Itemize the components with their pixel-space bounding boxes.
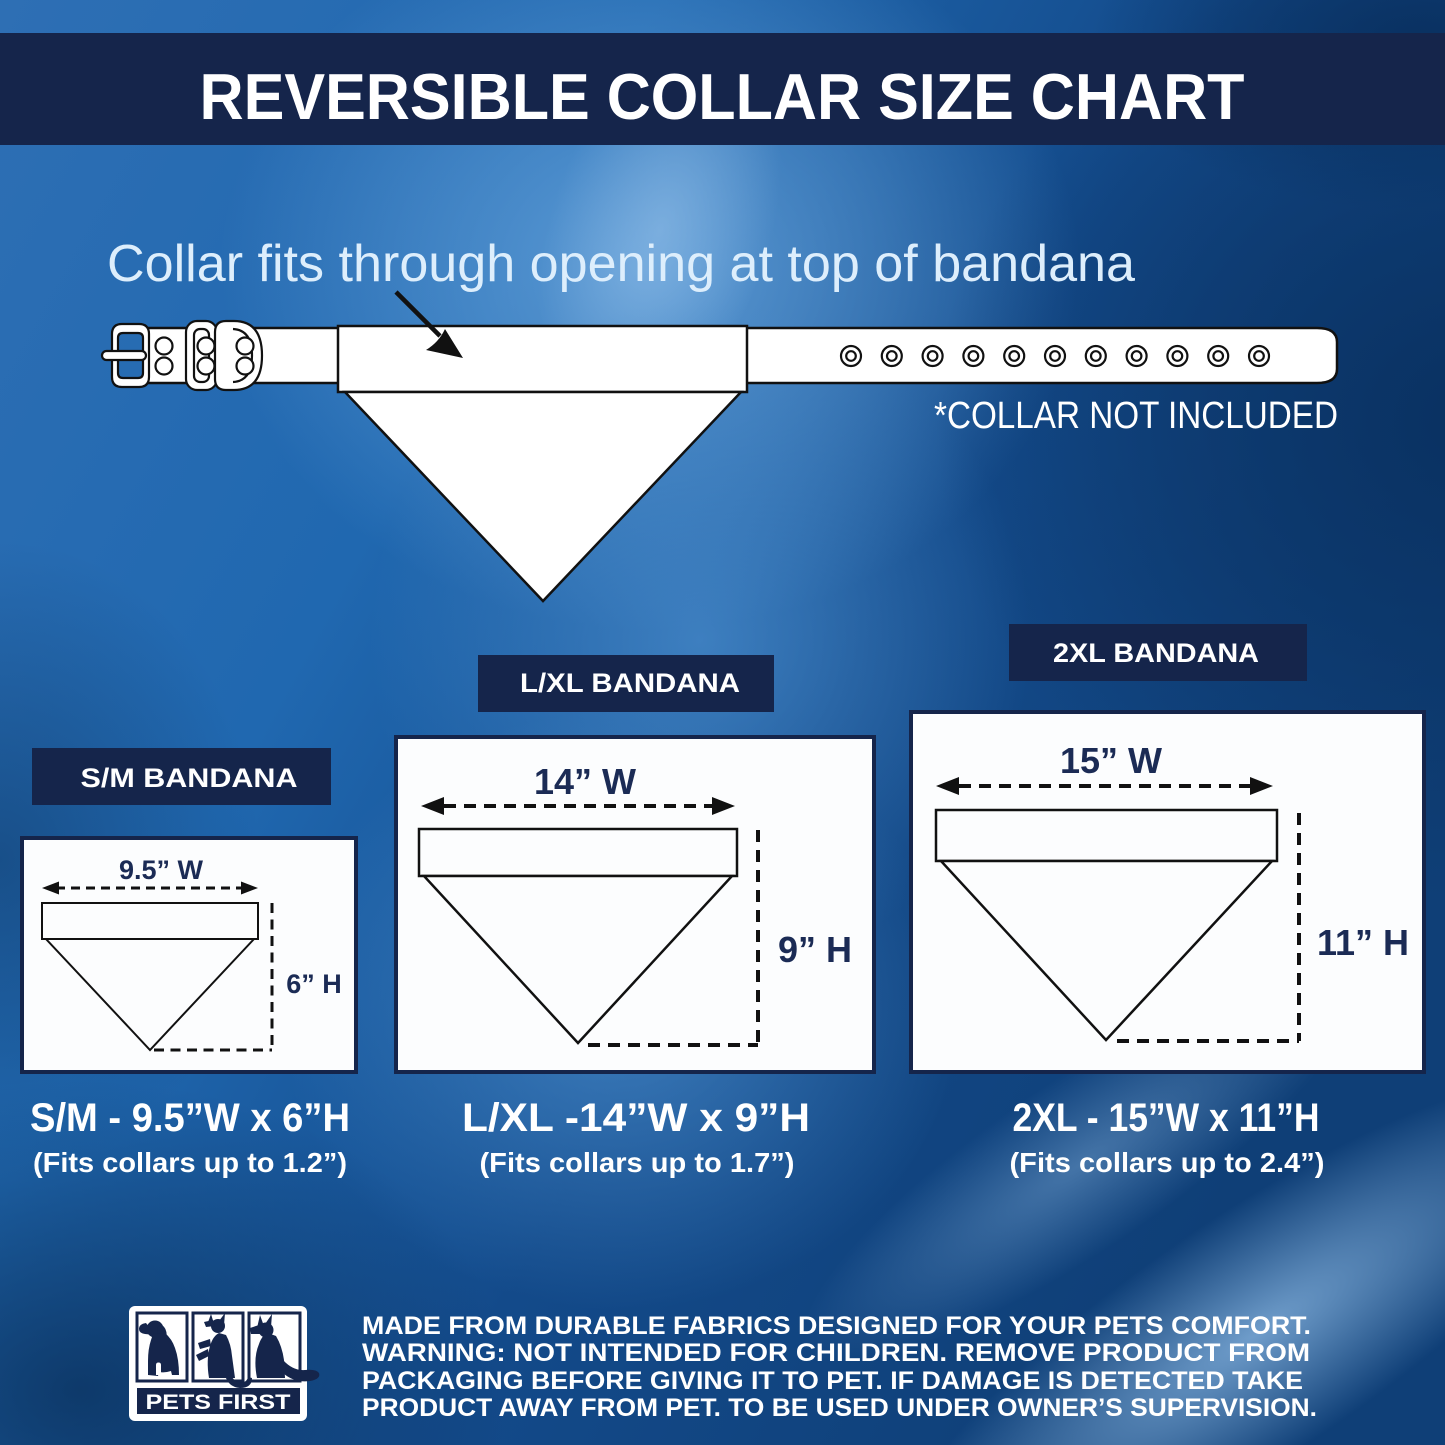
svg-text:REVERSIBLE COLLAR SIZE CHART: REVERSIBLE COLLAR SIZE CHART — [200, 60, 1245, 133]
svg-text:S/M - 9.5”W x 6”H: S/M - 9.5”W x 6”H — [30, 1096, 350, 1140]
svg-text:(Fits collars up to 2.4”): (Fits collars up to 2.4”) — [1010, 1147, 1325, 1178]
svg-text:MADE FROM DURABLE FABRICS DESI: MADE FROM DURABLE FABRICS DESIGNED FOR Y… — [362, 1312, 1311, 1340]
svg-text:14” W: 14” W — [534, 761, 636, 802]
svg-text:6” H: 6” H — [286, 969, 342, 999]
svg-text:11” H: 11” H — [1317, 922, 1409, 963]
svg-text:L/XL BANDANA: L/XL BANDANA — [520, 668, 740, 698]
svg-text:PRODUCT AWAY FROM PET. TO BE U: PRODUCT AWAY FROM PET. TO BE USED UNDER … — [362, 1394, 1317, 1422]
svg-text:WARNING: NOT INTENDED FOR: WARNING: NOT INTENDED FOR CHILDREN. REMO… — [362, 1339, 1310, 1367]
svg-text:S/M BANDANA: S/M BANDANA — [81, 763, 298, 793]
svg-text:(Fits collars up to 1.2”): (Fits collars up to 1.2”) — [33, 1147, 347, 1178]
svg-text:9” H: 9” H — [778, 929, 852, 970]
svg-text:9.5” W: 9.5” W — [119, 855, 204, 885]
svg-text:PACKAGING BEFORE GIVING IT TO: PACKAGING BEFORE GIVING IT TO PET. IF DA… — [362, 1367, 1303, 1395]
svg-text:2XL - 15”W x 11”H: 2XL - 15”W x 11”H — [1013, 1096, 1320, 1140]
svg-text:Collar fits through opening at: Collar fits through opening at top of ba… — [107, 235, 1135, 293]
svg-text:L/XL -14”W x 9”H: L/XL -14”W x 9”H — [462, 1096, 810, 1140]
svg-text:*COLLAR NOT INCLUDED: *COLLAR NOT INCLUDED — [934, 395, 1338, 437]
svg-text:PETS FIRST: PETS FIRST — [146, 1391, 291, 1414]
svg-text:15” W: 15” W — [1060, 740, 1162, 781]
svg-text:(Fits collars up to 1.7”): (Fits collars up to 1.7”) — [480, 1147, 795, 1178]
svg-text:2XL BANDANA: 2XL BANDANA — [1053, 638, 1259, 668]
